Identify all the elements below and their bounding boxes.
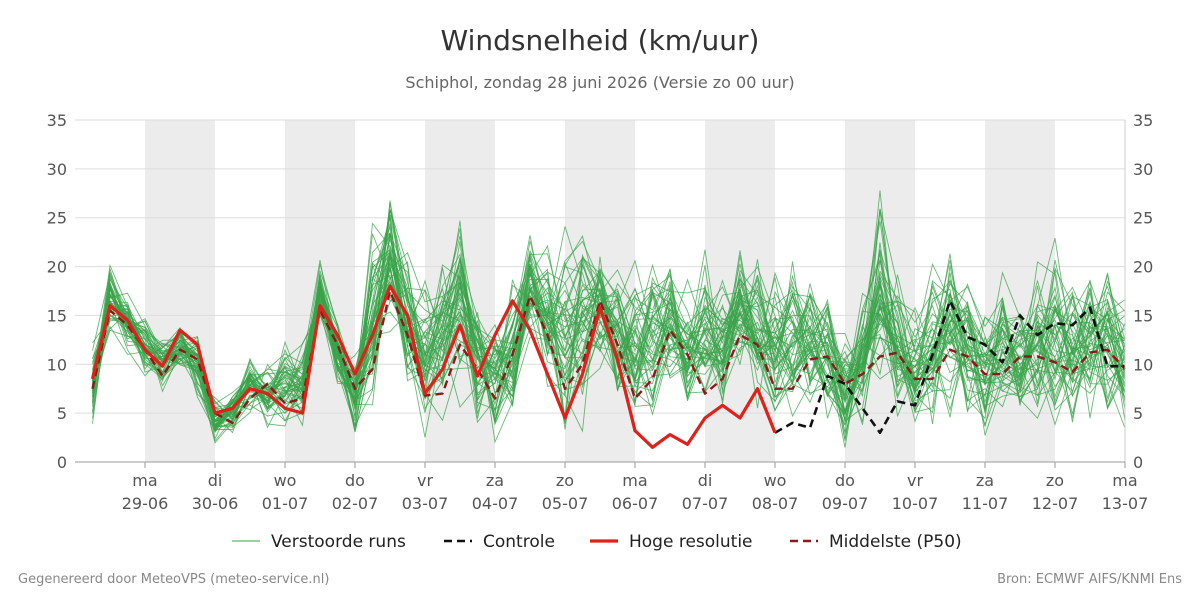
y-tick-left-30: 30	[47, 160, 67, 179]
shaded-band-5	[845, 120, 915, 462]
x-tick-day-04-07: za	[486, 471, 504, 490]
x-tick-day-12-07: zo	[1046, 471, 1064, 490]
shaded-band-2	[425, 120, 495, 462]
x-tick-date-12-07: 12-07	[1032, 494, 1079, 513]
y-tick-right-5: 5	[1133, 404, 1143, 423]
ensemble-run-37	[92, 252, 1126, 418]
y-tick-left-35: 35	[47, 111, 67, 130]
x-tick-day-10-07: vr	[907, 471, 923, 490]
legend-label-1: Verstoorde runs	[271, 532, 406, 552]
x-tick-day-07-07: di	[698, 471, 713, 490]
x-tick-date-06-07: 06-07	[612, 494, 659, 513]
x-tick-day-13-07: ma	[1112, 471, 1137, 490]
x-tick-day-06-07: ma	[622, 471, 647, 490]
x-tick-day-01-07: wo	[274, 471, 297, 490]
x-tick-day-11-07: za	[976, 471, 994, 490]
x-tick-date-03-07: 03-07	[402, 494, 449, 513]
y-tick-left-15: 15	[47, 306, 67, 325]
x-tick-day-02-07: do	[345, 471, 365, 490]
series-line-hoge-resolutie	[90, 284, 777, 449]
x-tick-date-01-07: 01-07	[262, 494, 309, 513]
chart-subtitle: Schiphol, zondag 28 juni 2026 (Versie zo…	[405, 73, 795, 92]
legend-label-3: Hoge resolutie	[629, 532, 753, 552]
x-tick-date-13-07: 13-07	[1102, 494, 1149, 513]
axes: 0 0 5 5 10 10 15 15 20 20 25 25 30 30 35 35 ma 29-06 di 30-…	[47, 111, 1154, 513]
y-tick-right-25: 25	[1133, 209, 1153, 228]
x-tick-day-09-07: do	[835, 471, 855, 490]
x-tick-date-30-06: 30-06	[192, 494, 239, 513]
legend: Verstoorde runs Controle Hoge resolutie Mid…	[232, 532, 962, 552]
x-tick-date-10-07: 10-07	[892, 494, 939, 513]
footer-generator: Gegenereerd door MeteoVPS (meteo-service…	[18, 572, 330, 587]
ensemble-run-49	[92, 242, 1126, 423]
x-tick-date-02-07: 02-07	[332, 494, 379, 513]
x-tick-day-08-07: wo	[764, 471, 787, 490]
x-tick-date-29-06: 29-06	[122, 494, 169, 513]
x-tick-day-05-07: zo	[556, 471, 574, 490]
footer-source: Bron: ECMWF AIFS/KNMI Ens	[997, 572, 1182, 587]
y-tick-right-0: 0	[1133, 453, 1143, 472]
y-tick-right-35: 35	[1133, 111, 1153, 130]
shaded-band-6	[985, 120, 1055, 462]
x-tick-date-11-07: 11-07	[962, 494, 1009, 513]
legend-label-4: Middelste (P50)	[829, 532, 962, 552]
legend-label-2: Controle	[483, 532, 555, 552]
y-tick-left-10: 10	[47, 355, 67, 374]
ensemble-run-50	[92, 234, 1126, 424]
x-tick-date-07-07: 07-07	[682, 494, 729, 513]
x-tick-date-04-07: 04-07	[472, 494, 519, 513]
main-series	[90, 284, 1126, 449]
x-tick-date-05-07: 05-07	[542, 494, 589, 513]
y-tick-right-30: 30	[1133, 160, 1153, 179]
x-tick-date-08-07: 08-07	[752, 494, 799, 513]
x-tick-day-30-06: di	[208, 471, 223, 490]
series-line-middelste-p50	[91, 289, 1126, 425]
x-tick-day-03-07: vr	[417, 471, 433, 490]
y-tick-left-20: 20	[47, 258, 67, 277]
y-tick-left-0: 0	[57, 453, 67, 472]
y-tick-left-5: 5	[57, 404, 67, 423]
y-tick-right-15: 15	[1133, 306, 1153, 325]
x-tick-date-09-07: 09-07	[822, 494, 869, 513]
y-tick-right-20: 20	[1133, 258, 1153, 277]
shaded-band-0	[145, 120, 215, 462]
y-tick-right-10: 10	[1133, 355, 1153, 374]
y-tick-left-25: 25	[47, 209, 67, 228]
x-tick-day-29-06: ma	[132, 471, 157, 490]
chart-title: Windsnelheid (km/uur)	[440, 24, 760, 57]
ensemble-run-47	[92, 220, 1126, 432]
